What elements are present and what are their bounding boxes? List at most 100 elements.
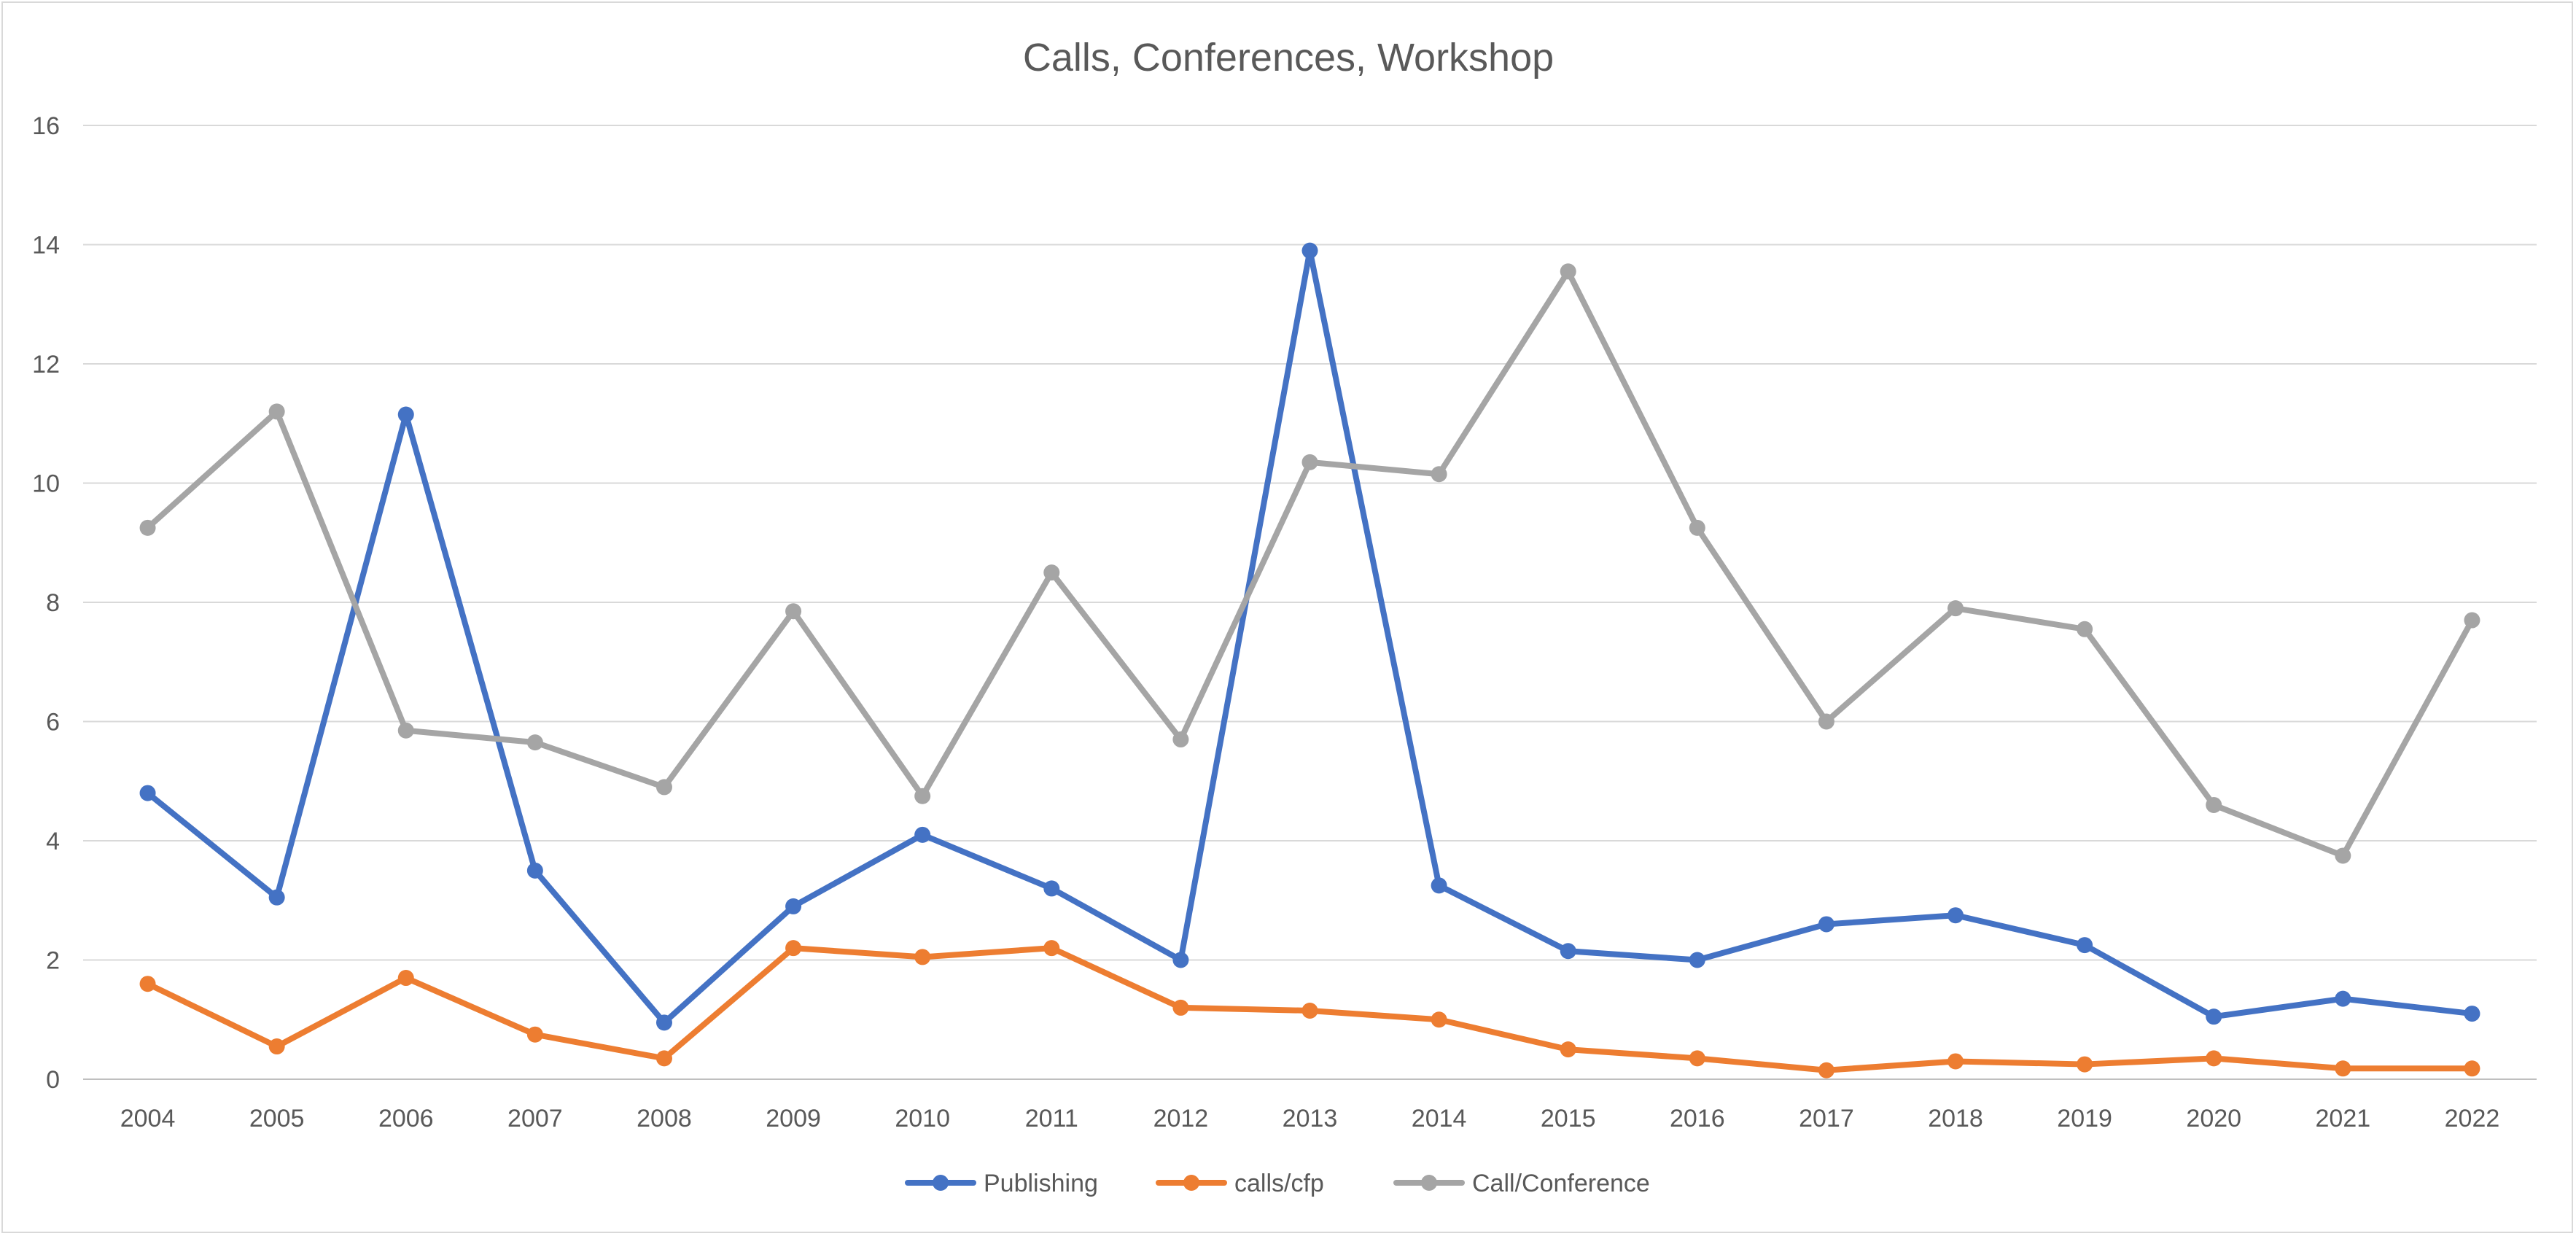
data-point <box>785 940 802 957</box>
series-line <box>144 268 2475 859</box>
data-point <box>268 1038 285 1055</box>
data-point <box>1431 466 1447 483</box>
data-point <box>1560 943 1576 960</box>
x-tick-label: 2019 <box>2057 1105 2112 1132</box>
x-tick-label: 2004 <box>120 1105 176 1132</box>
data-point <box>1431 877 1447 894</box>
y-tick-label: 6 <box>46 709 60 736</box>
data-point <box>2464 612 2480 629</box>
x-axis-ticks: 2004 2005 2006 2007 2008 2009 2010 2011 2012 2013… <box>120 1105 2500 1132</box>
y-tick-label: 10 <box>32 470 60 498</box>
data-point <box>1689 952 1705 968</box>
data-point <box>1689 519 1705 536</box>
legend-label: Call/Conference <box>1472 1170 1650 1197</box>
data-point <box>1818 916 1834 933</box>
x-tick-label: 2010 <box>895 1105 950 1132</box>
data-point <box>2335 847 2351 864</box>
x-tick-label: 2014 <box>1412 1105 1467 1132</box>
data-point <box>397 722 414 739</box>
data-point <box>1431 1011 1447 1028</box>
y-tick-label: 2 <box>46 947 60 975</box>
data-point <box>139 785 156 801</box>
legend-label: Publishing <box>984 1170 1098 1197</box>
data-point <box>268 889 285 906</box>
x-tick-label: 2018 <box>1928 1105 1983 1132</box>
data-point <box>1043 880 1060 897</box>
data-point <box>785 898 802 914</box>
x-tick-label: 2013 <box>1283 1105 1338 1132</box>
x-tick-label: 2015 <box>1541 1105 1596 1132</box>
data-point <box>1947 600 1964 617</box>
data-point <box>785 603 802 620</box>
legend: Publishing calls/cfp Call/Conference <box>905 1170 1650 1197</box>
data-point <box>1689 1050 1705 1067</box>
x-tick-label: 2009 <box>766 1105 821 1132</box>
x-tick-label: 2022 <box>2445 1105 2500 1132</box>
x-tick-label: 2007 <box>507 1105 563 1132</box>
data-point <box>1947 907 1964 924</box>
x-tick-label: 2020 <box>2186 1105 2241 1132</box>
data-point <box>1301 454 1318 470</box>
data-point <box>914 949 931 965</box>
series-layer <box>139 242 2480 1078</box>
data-point <box>2206 1008 2222 1025</box>
data-point <box>914 788 931 804</box>
data-point <box>1172 999 1189 1016</box>
data-point <box>139 976 156 992</box>
data-point <box>2335 1060 2351 1077</box>
data-point <box>139 519 156 536</box>
data-point <box>2464 1060 2480 1077</box>
data-point <box>1301 242 1318 259</box>
data-point <box>1172 952 1189 968</box>
data-point <box>397 406 414 423</box>
data-point <box>2077 1056 2093 1073</box>
y-tick-label: 8 <box>46 589 60 617</box>
gridlines <box>83 125 2537 1080</box>
legend-item: calls/cfp <box>1156 1170 1324 1197</box>
data-point <box>2077 937 2093 954</box>
x-tick-label: 2011 <box>1025 1105 1078 1132</box>
data-point <box>397 970 414 987</box>
data-point <box>1947 1053 1964 1070</box>
y-tick-label: 14 <box>32 232 60 260</box>
x-tick-label: 2008 <box>637 1105 692 1132</box>
y-tick-label: 0 <box>46 1066 60 1094</box>
data-point <box>655 1050 672 1067</box>
data-point <box>2206 1050 2222 1067</box>
x-tick-label: 2006 <box>378 1105 434 1132</box>
data-point <box>1043 564 1060 581</box>
x-tick-label: 2017 <box>1799 1105 1854 1132</box>
series-2 <box>139 940 2480 1078</box>
y-tick-label: 12 <box>32 351 60 378</box>
x-tick-label: 2012 <box>1153 1105 1209 1132</box>
series-3 <box>139 263 2480 864</box>
data-point <box>1818 713 1834 730</box>
data-point <box>655 779 672 796</box>
legend-label: calls/cfp <box>1234 1170 1324 1197</box>
chart-title: Calls, Conferences, Workshop <box>1023 36 1554 79</box>
x-tick-label: 2021 <box>2316 1105 2371 1132</box>
data-point <box>2206 796 2222 813</box>
legend-marker <box>1421 1175 1437 1191</box>
legend-marker <box>1183 1175 1199 1191</box>
data-point <box>526 1026 543 1043</box>
data-point <box>2464 1006 2480 1022</box>
data-point <box>2335 990 2351 1007</box>
data-point <box>655 1014 672 1031</box>
x-tick-label: 2016 <box>1670 1105 1725 1132</box>
data-point <box>268 403 285 420</box>
y-tick-label: 16 <box>32 112 60 140</box>
legend-item: Publishing <box>905 1170 1098 1197</box>
y-tick-label: 4 <box>46 828 60 855</box>
data-point <box>1818 1062 1834 1078</box>
line-chart: Calls, Conferences, Workshop 0 2 4 6 8 10 12 14… <box>32 36 2537 1197</box>
data-point <box>1172 731 1189 748</box>
series-1 <box>139 242 2480 1031</box>
data-point <box>1043 940 1060 957</box>
series-line <box>144 247 2475 1026</box>
y-axis-ticks: 0 2 4 6 8 10 12 14 16 <box>32 112 60 1094</box>
data-point <box>2077 621 2093 637</box>
legend-marker <box>933 1175 949 1191</box>
legend-item: Call/Conference <box>1393 1170 1650 1197</box>
